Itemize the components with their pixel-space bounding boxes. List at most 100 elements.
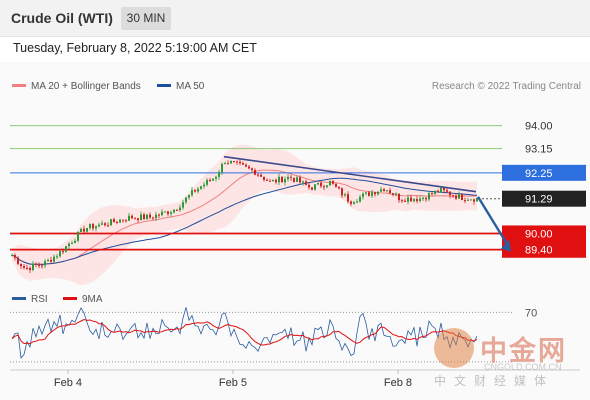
candle-body [116, 221, 118, 223]
candle-body [272, 179, 274, 182]
candle-body [68, 243, 70, 247]
candle-body [146, 214, 148, 220]
candle-body [110, 219, 112, 226]
candle-body [365, 192, 367, 194]
candle-body [176, 209, 178, 211]
candle-body [305, 181, 307, 185]
bollinger-band [12, 145, 477, 286]
x-tick-label: Feb 8 [384, 377, 412, 389]
candle-body [275, 179, 277, 183]
candle-body [356, 201, 358, 203]
candle-body [38, 264, 40, 266]
candle-body [329, 180, 331, 186]
candle-body [209, 179, 211, 181]
candle-body [53, 256, 55, 262]
candle-body [140, 214, 142, 221]
candle-body [101, 223, 103, 225]
rsi-label: RSI [31, 294, 48, 305]
target-arrow-line [476, 196, 510, 247]
ma20-swatch [12, 83, 26, 87]
candle-body [74, 240, 76, 243]
watermark-subtitle: 中文财经媒体 [434, 374, 555, 388]
candle-body [422, 197, 424, 199]
candle-body [431, 193, 433, 195]
candle-body [227, 163, 229, 165]
timeframe-button[interactable]: 30 MIN [121, 7, 171, 30]
legend-ma50: MA 50 [157, 81, 204, 92]
candle-body [170, 212, 172, 214]
timestamp: Tuesday, February 8, 2022 5:19:00 AM CET [13, 41, 257, 55]
resistance-level-label: 94.00 [525, 121, 553, 133]
candle-body [344, 194, 346, 196]
candle-body [137, 218, 139, 221]
candle-body [44, 261, 46, 266]
resistance-level-label: 93.15 [525, 144, 553, 156]
candle-body [188, 195, 190, 198]
candle-body [32, 263, 34, 271]
candle-body [131, 215, 133, 219]
candle-body [437, 190, 439, 193]
support-level-label: 89.40 [525, 245, 553, 257]
candle-body [461, 194, 463, 201]
candle-body [410, 197, 412, 202]
candle-body [11, 255, 13, 257]
candle-body [200, 186, 202, 189]
candle-body [194, 190, 196, 192]
candle-body [203, 184, 205, 187]
candle-body [359, 196, 361, 202]
candle-body [29, 267, 31, 271]
pivot-level-tag [502, 164, 586, 181]
watermark-title: 中金网 [480, 336, 567, 366]
candle-body [404, 200, 406, 202]
candle-body [443, 187, 445, 191]
candle-body [347, 194, 349, 202]
candle-body [26, 267, 28, 269]
candle-body [65, 246, 67, 252]
candle-body [95, 226, 97, 229]
candle-body [386, 190, 388, 192]
candle-body [473, 199, 475, 202]
x-tick-label: Feb 4 [54, 377, 82, 389]
candle-body [98, 224, 100, 227]
candle-body [338, 186, 340, 189]
candle-body [341, 188, 343, 196]
candle-body [293, 177, 295, 182]
candle-body [326, 185, 328, 188]
candle-body [389, 190, 391, 194]
candle-body [287, 176, 289, 180]
candle-body [401, 200, 403, 202]
candle-body [215, 176, 217, 179]
candle-body [398, 193, 400, 201]
rsi-ma-line [11, 318, 478, 346]
candle-body [383, 189, 385, 191]
candle-body [257, 174, 259, 176]
candle-body [350, 201, 352, 204]
candle-body [251, 168, 253, 171]
support-level-label: 90.00 [525, 228, 553, 240]
candle-body [311, 187, 313, 190]
candle-body [59, 251, 61, 257]
candle-body [470, 199, 472, 201]
candle-body [77, 231, 79, 241]
candle-body [476, 197, 478, 202]
candle-body [107, 225, 109, 227]
candle-body [449, 191, 451, 196]
candle-body [92, 223, 94, 229]
rsi-ma-label: 9MA [82, 294, 103, 305]
candle-body [185, 197, 187, 203]
candle-body [407, 197, 409, 202]
candle-body [230, 161, 232, 164]
candle-body [395, 193, 397, 195]
candle-body [353, 202, 355, 204]
candle-body [35, 263, 37, 265]
candle-body [413, 199, 415, 202]
rsi-line [11, 307, 478, 359]
candle-body [335, 183, 337, 187]
candle-body [218, 172, 220, 177]
candle-body [323, 186, 325, 188]
candle-body [206, 179, 208, 185]
candle-body [50, 259, 52, 262]
candle-body [158, 214, 160, 216]
copyright: Research © 2022 Trading Central [431, 81, 581, 92]
